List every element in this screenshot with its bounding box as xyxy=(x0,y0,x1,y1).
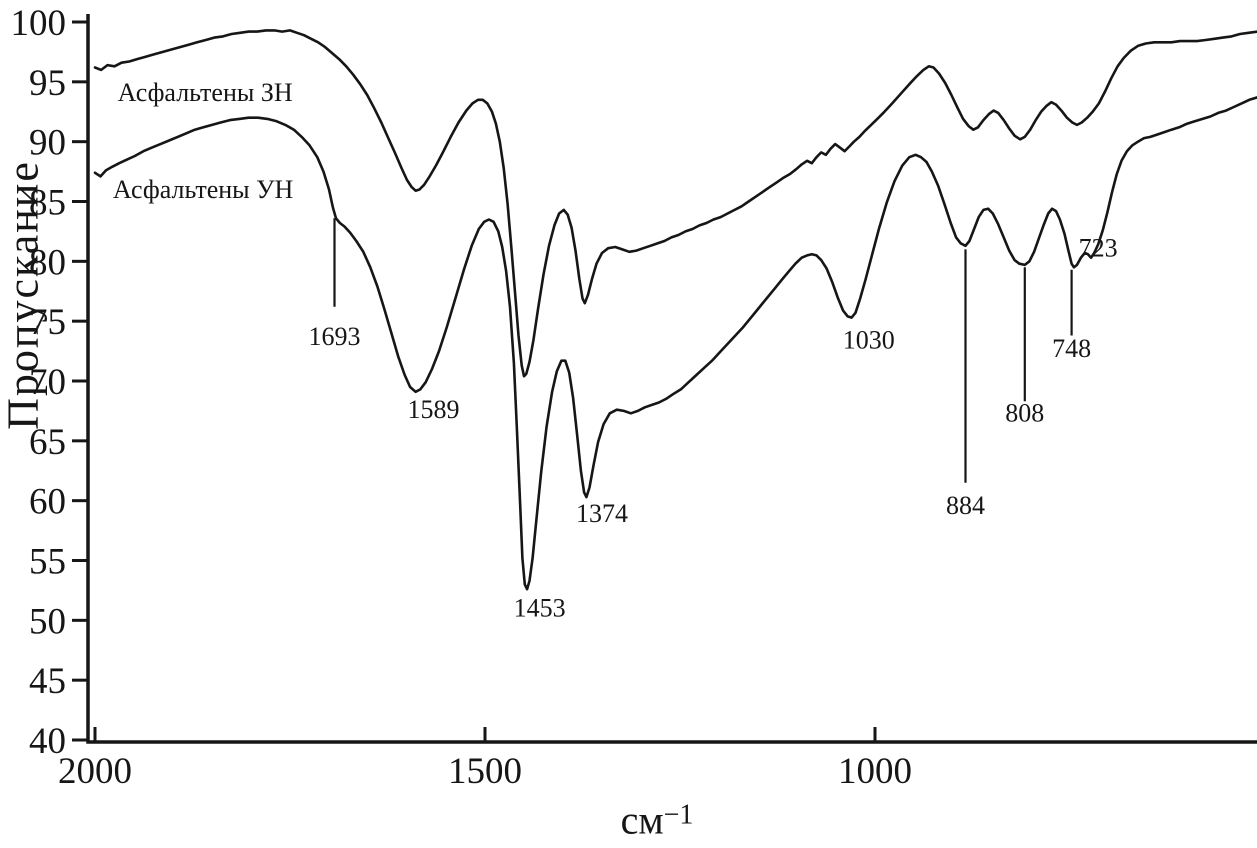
y-tick-label: 95 xyxy=(29,63,66,104)
y-axis-title: Пропускание xyxy=(0,160,48,430)
curve-name-labels: Асфальтены ЗН Асфальтены УН xyxy=(113,78,294,204)
axis-line xyxy=(86,14,1257,744)
peak-label: 1374 xyxy=(576,499,628,528)
y-tick-label: 75 xyxy=(29,302,66,343)
y-tick-label: 60 xyxy=(29,482,66,523)
x-axis-title-base: см xyxy=(620,797,664,843)
y-tick-label: 55 xyxy=(29,542,66,583)
spectrum-curves xyxy=(93,29,1257,591)
y-tick-label: 65 xyxy=(29,422,66,463)
peak-label: 1453 xyxy=(514,594,566,623)
peak-label: 1030 xyxy=(843,326,895,355)
y-tick-label: 100 xyxy=(11,3,67,44)
peak-label: 884 xyxy=(946,491,985,520)
spectrum-curve-1 xyxy=(93,29,1257,378)
x-tick-label: 2000 xyxy=(58,751,132,792)
x-tick-label: 1500 xyxy=(448,751,522,792)
peak-label: 748 xyxy=(1052,334,1091,363)
y-tick-label: 90 xyxy=(29,123,66,164)
curve-name-label: Асфальтены ЗН xyxy=(118,78,293,107)
curve-name-label: Асфальтены УН xyxy=(113,175,294,204)
y-tick-label: 85 xyxy=(29,183,66,224)
x-axis-title-exponent: −1 xyxy=(663,799,694,831)
y-tick-label: 45 xyxy=(29,661,66,702)
peak-label: 1693 xyxy=(309,322,361,351)
peak-label: 808 xyxy=(1005,399,1044,428)
peak-label: 1589 xyxy=(408,395,460,424)
x-tick-label: 1000 xyxy=(838,751,912,792)
y-tick-label: 80 xyxy=(29,242,66,283)
peak-annotations: 1693 1589 1453 1374 1030 884 808 748 723 xyxy=(309,218,1118,623)
spectrum-curve-2 xyxy=(93,96,1257,591)
y-tick-label: 70 xyxy=(29,362,66,403)
peak-label: 723 xyxy=(1079,234,1118,263)
y-tick-label: 40 xyxy=(29,721,66,762)
y-tick-label: 50 xyxy=(29,601,66,642)
x-axis-title: см−1 xyxy=(621,797,694,844)
